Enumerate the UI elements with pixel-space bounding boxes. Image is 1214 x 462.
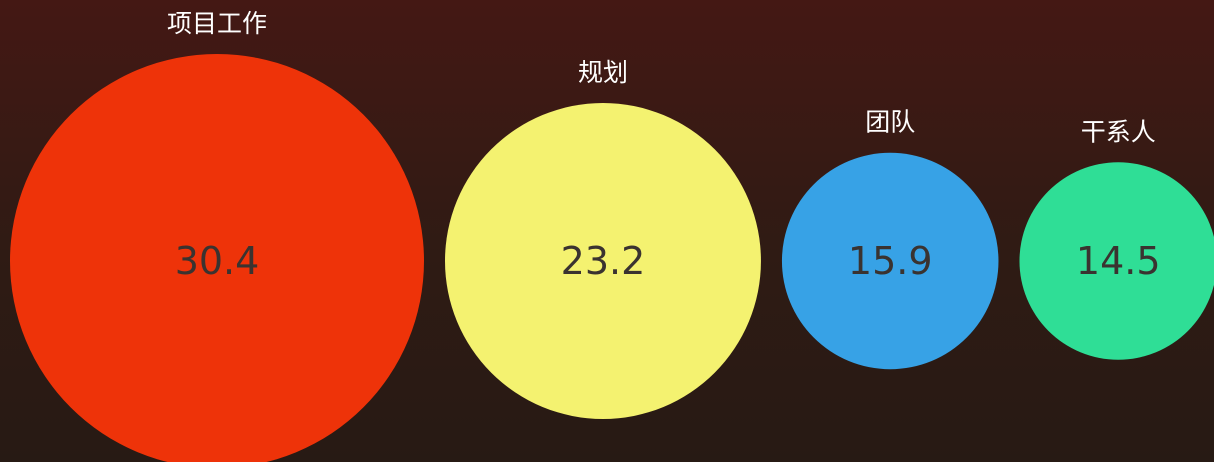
bubble-category-label: 团队 [865,108,915,137]
bubble-value-label: 15.9 [848,239,933,283]
bubble-2 [445,103,761,419]
bubble-1 [10,54,424,462]
bubble-4 [1019,162,1214,360]
bubble-category-label: 干系人 [1081,117,1156,146]
bubble-category-label: 项目工作 [167,9,267,38]
bubble-3 [781,152,999,370]
bubble-category-label: 规划 [578,58,628,87]
bubble-value-label: 30.4 [175,239,260,283]
bubble-value-label: 14.5 [1076,239,1161,283]
bubble-value-label: 23.2 [561,239,646,283]
